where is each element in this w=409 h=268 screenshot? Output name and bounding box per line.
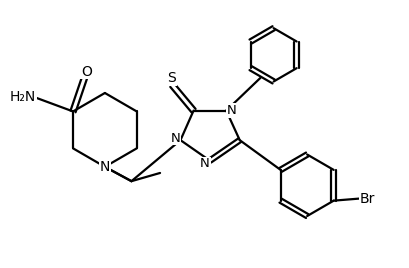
- Text: N: N: [200, 157, 209, 170]
- Text: S: S: [167, 71, 175, 85]
- Text: H₂N: H₂N: [10, 90, 36, 104]
- Text: N: N: [226, 104, 236, 117]
- Text: N: N: [99, 160, 110, 174]
- Text: Br: Br: [359, 192, 374, 206]
- Text: O: O: [81, 65, 92, 79]
- Text: N: N: [170, 132, 180, 145]
